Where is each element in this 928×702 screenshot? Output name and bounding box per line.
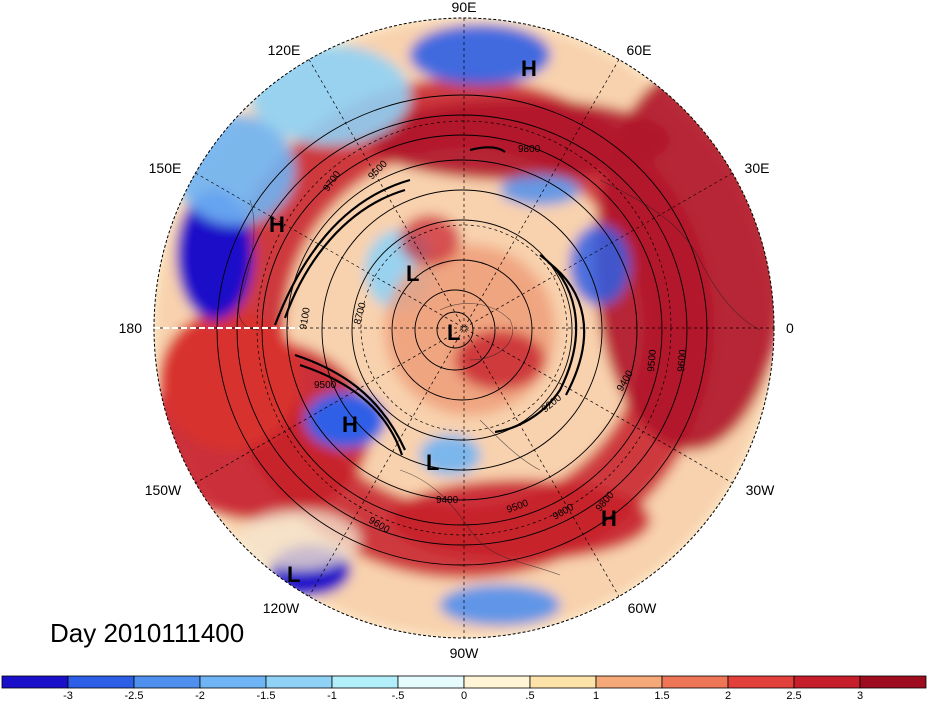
colorbar-swatch [463, 675, 531, 689]
lon-label-120w: 120W [263, 600, 300, 616]
colorbar-tick-label: -1 [327, 690, 337, 702]
low-pressure-marker: L [447, 320, 460, 345]
lon-label-60e: 60E [627, 42, 652, 58]
colorbar-tick-label: -.5 [392, 690, 405, 702]
colorbar-swatch [727, 675, 795, 689]
contour-label: 9800 [518, 144, 541, 155]
colorbar-tick-label: 1.5 [654, 690, 669, 702]
colorbar-tick-label: 1 [593, 690, 599, 702]
lon-label-180: 180 [119, 320, 143, 336]
height-contours [216, 94, 708, 566]
map-disc [154, 18, 774, 638]
lon-label-60w: 60W [628, 600, 658, 616]
high-pressure-marker: H [269, 212, 285, 237]
high-pressure-marker: H [601, 506, 617, 531]
lon-label-150e: 150E [149, 160, 182, 176]
colorbar-swatch [133, 675, 201, 689]
colorbar-swatch [397, 675, 465, 689]
colorbar-swatch [265, 675, 333, 689]
contour-label: 9500 [646, 349, 659, 373]
lon-label-120e: 120E [268, 42, 301, 58]
colorbar-tick-label: 0 [461, 690, 467, 702]
colorbar-swatch [1, 675, 69, 689]
contour-label: 9400 [436, 495, 459, 506]
high-pressure-marker: H [521, 56, 537, 81]
colorbar: -3 -2.5 -2 -1.5 -1 -.5 0 .5 1 1.5 2 2.5 3 [1, 675, 927, 702]
contour-label: 9500 [314, 380, 337, 391]
colorbar-tick-label: .5 [525, 690, 534, 702]
colorbar-tick-label: 2 [725, 690, 731, 702]
contour-label: 9100 [298, 306, 313, 330]
date-title: Day 2010111400 [50, 618, 245, 648]
low-pressure-marker: L [287, 562, 300, 587]
colorbar-swatch [67, 675, 135, 689]
colorbar-swatch [793, 675, 861, 689]
contour-label: 9600 [676, 349, 689, 373]
high-pressure-marker: H [342, 412, 358, 437]
colorbar-tick-label: 2.5 [786, 690, 801, 702]
colorbar-tick-label: -3 [63, 690, 73, 702]
colorbar-swatch [859, 675, 927, 689]
lon-label-0: 0 [786, 320, 794, 336]
colorbar-swatch [529, 675, 597, 689]
colorbar-tick-label: -1.5 [257, 690, 276, 702]
lon-label-90e: 90E [452, 0, 477, 15]
colorbar-swatch [199, 675, 267, 689]
coastlines [238, 179, 761, 576]
map-border [153, 17, 775, 639]
colorbar-tick-label: -2.5 [125, 690, 144, 702]
colorbar-swatch [595, 675, 663, 689]
colorbar-swatch [331, 675, 399, 689]
longitude-labels: 90E 60E 30E 0 30W 60W 90W 120W 150W 180 … [119, 0, 794, 661]
colorbar-swatch [661, 675, 729, 689]
colorbar-tick-label: 3 [857, 690, 863, 702]
jet-contours [273, 146, 586, 456]
lon-label-90w: 90W [450, 645, 480, 661]
low-pressure-marker: L [426, 450, 439, 475]
lon-label-30w: 30W [746, 482, 776, 498]
pressure-centers: H H H H L L L L [269, 56, 617, 587]
low-pressure-marker: L [406, 261, 419, 286]
lon-label-150w: 150W [145, 482, 182, 498]
colorbar-tick-label: -2 [195, 690, 205, 702]
lon-label-30e: 30E [745, 160, 770, 176]
